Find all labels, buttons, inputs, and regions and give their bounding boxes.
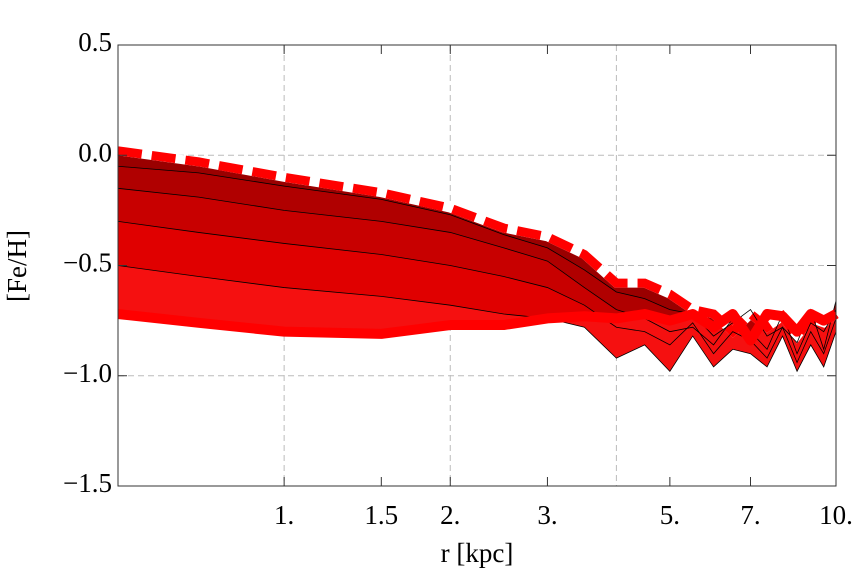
band — [118, 150, 836, 350]
band — [118, 265, 836, 372]
x-axis-label: r [kpc] — [441, 538, 514, 568]
x-tick-label: 3. — [537, 500, 557, 530]
x-tick-label: 10. — [819, 500, 853, 530]
x-tick-label: 5. — [660, 500, 680, 530]
y-axis-label: [Fe/H] — [2, 230, 32, 302]
line — [117, 265, 837, 373]
band — [118, 188, 836, 363]
x-tick-label: 1.5 — [364, 500, 398, 530]
line — [117, 187, 837, 355]
band — [118, 221, 836, 372]
x-tick-label: 7. — [740, 500, 760, 530]
line — [117, 165, 837, 351]
y-tick-label: 0.5 — [78, 27, 112, 57]
x-tick-label: 2. — [440, 500, 460, 530]
y-tick-label: 0.0 — [78, 137, 112, 167]
line — [117, 221, 837, 364]
line — [117, 309, 839, 346]
y-tick-label: −1.5 — [63, 468, 112, 498]
y-tick-label: −0.5 — [63, 248, 112, 278]
band — [118, 166, 836, 354]
x-tick-label: 1. — [274, 500, 294, 530]
y-tick-label: −1.0 — [63, 358, 112, 388]
